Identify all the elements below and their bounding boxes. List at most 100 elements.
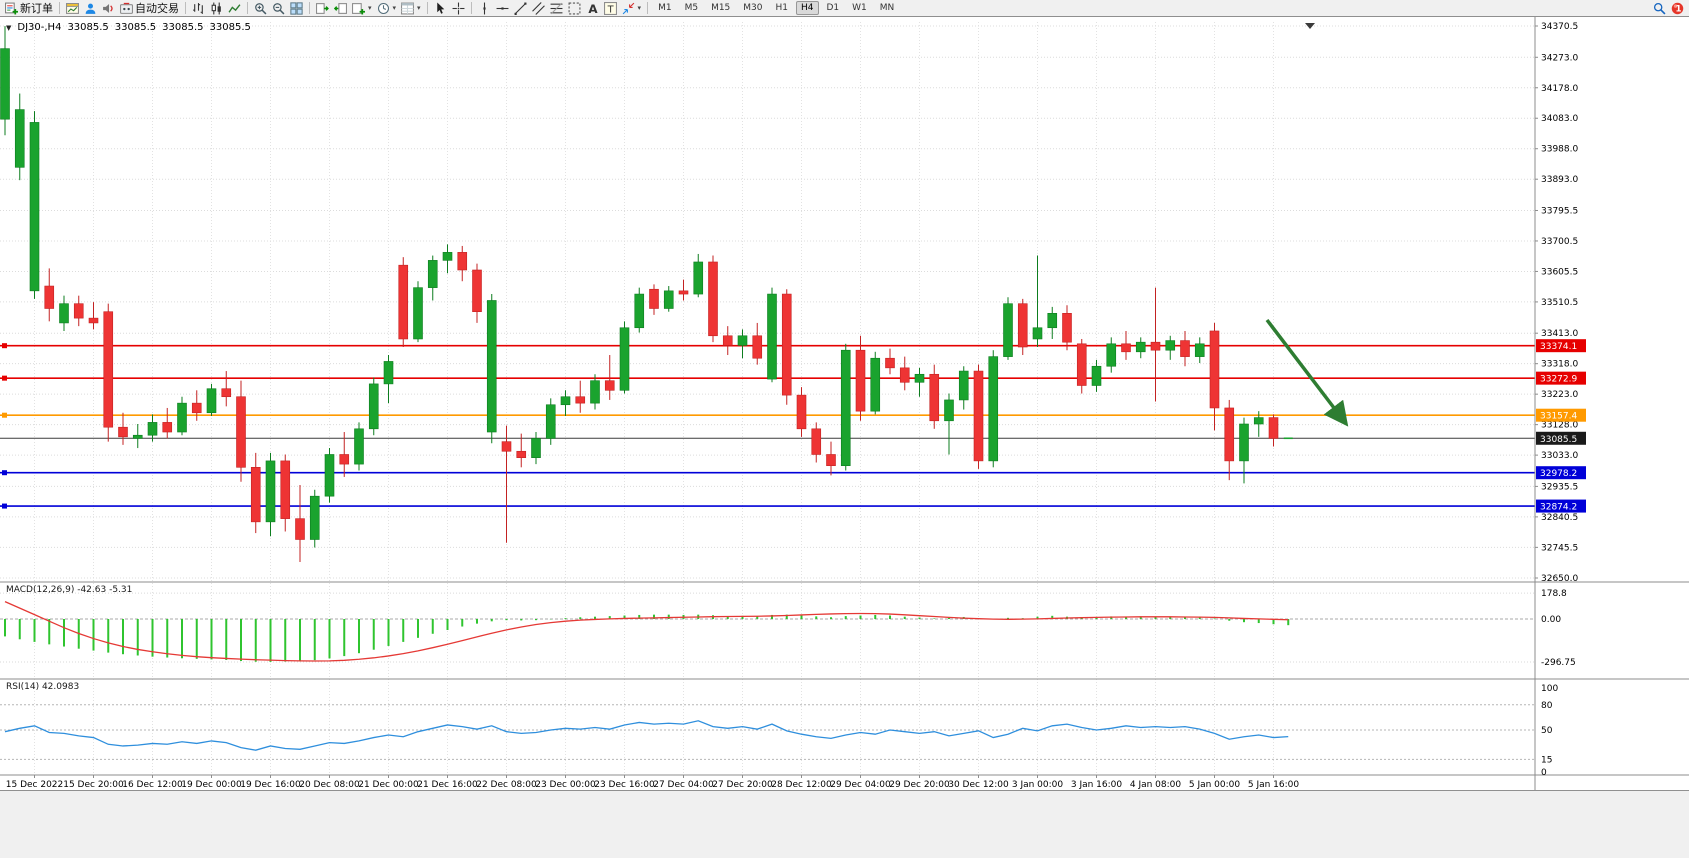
candle-body	[103, 311, 114, 428]
candle-body	[383, 361, 394, 385]
candle-body	[1253, 417, 1264, 425]
toolbar-separator	[647, 2, 649, 14]
zoom-in-button[interactable]	[252, 1, 269, 16]
svg-text:33795.5: 33795.5	[1541, 206, 1578, 216]
timeframe-m5[interactable]: M5	[684, 3, 699, 13]
svg-text:32745.5: 32745.5	[1541, 543, 1578, 553]
search-icon	[1653, 2, 1666, 15]
svg-text:33223.0: 33223.0	[1541, 390, 1578, 400]
profiles-icon	[84, 2, 97, 15]
line-anchor-handle[interactable]	[2, 470, 7, 476]
candle-body	[442, 252, 453, 261]
line-anchor-handle[interactable]	[2, 412, 7, 418]
templates-button[interactable]: ▾	[399, 1, 423, 16]
horizontal-line-tool-button[interactable]	[494, 1, 511, 16]
line-anchor-handle[interactable]	[2, 375, 7, 381]
candle-body	[752, 335, 763, 359]
svg-text:100: 100	[1541, 684, 1558, 694]
timeframe-m15[interactable]: M15	[711, 3, 731, 13]
trendline-tool-button[interactable]	[512, 1, 529, 16]
auto-trading-button[interactable]: 自动交易	[118, 1, 181, 16]
price-axis[interactable]: 34370.5 34273.0 34178.0 34083.0 33988.0 33893…	[1534, 17, 1578, 790]
fibonacci-tool-button[interactable]	[548, 1, 565, 16]
chart-window[interactable]: 34370.5 34273.0 34178.0 34083.0 33988.0 33893…	[0, 17, 1689, 790]
candle-body	[280, 460, 291, 519]
trend-arrow-annotation[interactable]	[1265, 318, 1349, 427]
candle-body	[634, 293, 645, 329]
time-axis-label: 27 Dec 20:00	[712, 780, 773, 790]
symbol-dropdown-icon[interactable]: ▼	[6, 23, 12, 32]
vertical-line-tool-icon	[478, 2, 491, 15]
svg-text:32650.0: 32650.0	[1541, 574, 1578, 584]
candle-body	[914, 373, 925, 383]
svg-text:178.8: 178.8	[1541, 589, 1567, 599]
time-axis-label: 15 Dec 2022	[6, 780, 64, 790]
alerts-button[interactable]	[100, 1, 117, 16]
search-button[interactable]	[1651, 1, 1668, 16]
svg-text:33893.0: 33893.0	[1541, 175, 1578, 185]
time-axis-label: 3 Jan 00:00	[1012, 780, 1064, 790]
candle-body	[73, 303, 84, 319]
candle-body	[1268, 417, 1279, 439]
chart-shift-button[interactable]	[332, 1, 349, 16]
text-tool-button[interactable]: A	[584, 1, 601, 16]
label-tool-button[interactable]: T	[602, 1, 619, 16]
svg-text:34273.0: 34273.0	[1541, 53, 1578, 63]
time-axis-label: 20 Dec 08:00	[299, 780, 360, 790]
candle-body	[1076, 343, 1087, 386]
candle-body	[988, 356, 999, 462]
candlestick-mode-icon	[210, 2, 223, 15]
period-selector-button[interactable]: ▾	[375, 1, 399, 16]
svg-text:33157.4: 33157.4	[1540, 412, 1577, 422]
timeframe-w1[interactable]: W1	[852, 3, 867, 13]
timeframe-h1[interactable]: H1	[775, 3, 789, 13]
candle-body	[531, 438, 541, 458]
channel-tool-button[interactable]	[530, 1, 547, 16]
timeframe-m30[interactable]: M30	[743, 3, 763, 13]
line-chart-mode-button[interactable]	[226, 1, 243, 16]
candle-body	[324, 454, 335, 497]
current-price-tag: 33085.5	[1536, 431, 1586, 445]
new-order-button[interactable]: 新订单	[3, 1, 55, 16]
cursor-tool-icon	[434, 2, 447, 15]
chart-shift-icon	[334, 2, 347, 15]
chevron-down-icon: ▾	[637, 4, 642, 12]
auto-scroll-icon	[316, 2, 329, 15]
vertical-line-tool-button[interactable]	[476, 1, 493, 16]
timeframe-d1[interactable]: D1	[826, 3, 840, 13]
line-anchor-handle[interactable]	[2, 503, 7, 509]
candle-body	[590, 380, 600, 404]
zoom-out-button[interactable]	[270, 1, 287, 16]
profiles-button[interactable]	[82, 1, 99, 16]
tile-windows-button[interactable]	[288, 1, 305, 16]
candle-body	[649, 288, 659, 309]
period-selector-icon	[377, 2, 390, 15]
candle-body	[472, 269, 482, 313]
svg-text:34083.0: 34083.0	[1541, 114, 1578, 124]
mql5-community-button[interactable]: 1	[1669, 1, 1686, 16]
svg-text:0.00: 0.00	[1541, 615, 1561, 625]
shapes-tool-button[interactable]	[566, 1, 583, 16]
new-order-label: 新订单	[20, 1, 53, 15]
fibonacci-tool-icon	[550, 2, 563, 15]
macd-label: MACD(12,26,9) -42.63 -5.31	[6, 585, 133, 595]
candle-body	[368, 383, 379, 430]
timeframe-h4[interactable]: H4	[796, 1, 819, 15]
candlestick-mode-button[interactable]	[208, 1, 225, 16]
chart-shift-marker[interactable]	[1305, 23, 1315, 29]
line-anchor-handle[interactable]	[2, 343, 7, 349]
new-chart-button[interactable]: ▾	[350, 1, 374, 16]
timeframe-m1[interactable]: M1	[658, 3, 672, 13]
timeframe-mn[interactable]: MN	[879, 3, 895, 13]
bar-chart-mode-button[interactable]	[190, 1, 207, 16]
crosshair-tool-button[interactable]	[450, 1, 467, 16]
auto-scroll-button[interactable]	[314, 1, 331, 16]
chart-canvas[interactable]: 34370.5 34273.0 34178.0 34083.0 33988.0 33893…	[0, 17, 1689, 790]
candle-body	[309, 495, 320, 540]
arrows-tool-button[interactable]: ▾	[620, 1, 644, 16]
cursor-tool-button[interactable]	[432, 1, 449, 16]
charts-button[interactable]	[64, 1, 81, 16]
svg-text:33085.5: 33085.5	[1540, 435, 1577, 445]
candle-body	[1180, 340, 1190, 357]
